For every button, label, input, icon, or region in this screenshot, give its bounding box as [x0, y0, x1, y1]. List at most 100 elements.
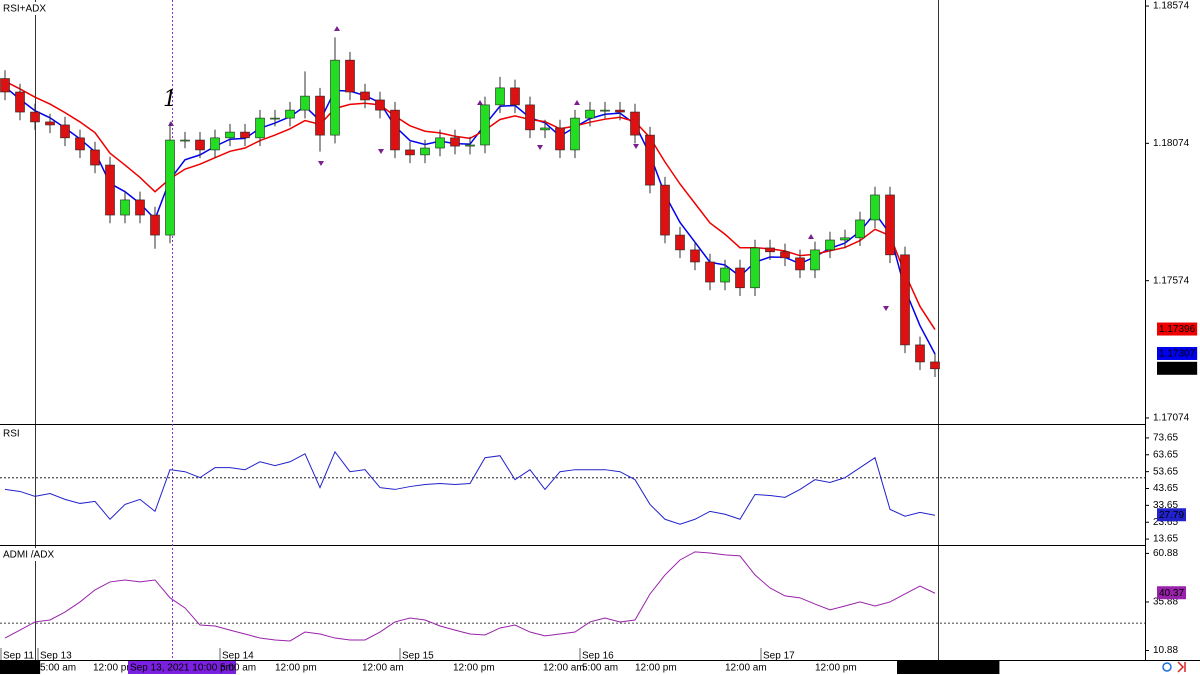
candle-body	[525, 104, 535, 131]
candle-body	[180, 139, 190, 142]
candle-body	[615, 109, 625, 113]
candle-body	[885, 194, 895, 256]
candle-body	[75, 137, 85, 151]
panel-title: RSI	[3, 429, 20, 440]
date-label: Sep 13	[40, 651, 72, 662]
signal-arrows	[168, 26, 889, 311]
y-tick-label: 13.65	[1153, 534, 1178, 545]
time-label-highlight: 4:00 am	[2, 663, 38, 674]
up-arrow	[334, 26, 340, 31]
candle-body	[720, 267, 730, 283]
up-arrow	[574, 100, 580, 105]
candle-body	[45, 121, 55, 126]
candle-body	[120, 199, 130, 216]
scroll-end-icon[interactable]	[1177, 661, 1186, 673]
candle-body	[690, 249, 700, 263]
candle-body	[495, 87, 505, 106]
candle-body	[150, 214, 160, 236]
candle-body	[30, 111, 40, 123]
time-label: 12:00 pm	[93, 663, 135, 674]
y-tick-label: 1.17574	[1153, 275, 1190, 286]
plot	[0, 37, 940, 378]
y-tick-label: 35.88	[1153, 597, 1178, 608]
candle-body	[780, 251, 790, 259]
bottom-icons[interactable]	[1162, 661, 1186, 673]
candle-body	[240, 131, 250, 139]
candle-body	[585, 109, 595, 119]
candle-body	[765, 247, 775, 253]
y-tick-label: 53.65	[1153, 466, 1178, 477]
candle-body	[795, 257, 805, 271]
candle-body	[915, 344, 925, 363]
candle-body	[900, 254, 910, 346]
down-arrow	[537, 145, 543, 150]
time-label: 5:00 am	[220, 663, 256, 674]
indicator-last-value-bg	[1157, 508, 1187, 522]
last-price-bg	[1157, 361, 1198, 375]
candle-body	[930, 361, 940, 370]
candle-body	[300, 95, 310, 111]
candle-body	[225, 131, 235, 139]
date-label: Sep 14	[222, 651, 254, 662]
panel-title-bg	[1, 548, 57, 561]
y-tick-label: 1.18074	[1153, 138, 1190, 149]
y-tick-label: 33.65	[1153, 500, 1178, 511]
candle-body	[705, 261, 715, 283]
y-tick-label: 63.65	[1153, 449, 1178, 460]
overlay-last-value-bg	[1157, 346, 1198, 360]
time-label: 12:00 pm	[275, 663, 317, 674]
y-tick-label: 73.65	[1153, 433, 1178, 444]
time-label-highlight-bg	[897, 661, 1000, 674]
up-arrow	[808, 234, 814, 239]
candle-body	[540, 127, 550, 131]
candle-body	[675, 234, 685, 251]
panel-title: RSI+ADX	[3, 4, 46, 15]
time-label: 12:00 am	[725, 663, 767, 674]
link-icon[interactable]	[1162, 662, 1172, 672]
indicator-last-value: 27.79	[1159, 510, 1184, 521]
candle-body	[105, 164, 115, 216]
overlay-last-value: 1.17396	[1159, 324, 1196, 335]
candle-body	[90, 149, 100, 166]
candle-body	[270, 117, 280, 120]
panel-title-bg	[1, 2, 49, 15]
candle-body	[600, 109, 610, 112]
time-label: 5:00 am	[40, 663, 76, 674]
candle-body	[60, 124, 70, 139]
candle-body	[855, 219, 865, 239]
candle-body	[870, 194, 880, 221]
date-label: Sep 11	[3, 651, 34, 662]
candle-body	[345, 59, 355, 93]
time-label-highlight: Sep 18, 2021 4:00 am	[899, 663, 997, 674]
y-tick-label: 1.17074	[1153, 413, 1190, 424]
candle-body	[750, 247, 760, 289]
time-label-highlight-bg	[128, 661, 236, 674]
candle-body	[435, 137, 445, 149]
candle-body	[255, 117, 265, 139]
candle-body	[450, 137, 460, 147]
annotation: 1	[163, 87, 177, 112]
candle-body	[810, 249, 820, 271]
candle-body	[570, 117, 580, 151]
indicator-line	[4, 450, 936, 525]
candle-body	[210, 137, 220, 151]
overlay-last-value: 1.17307	[1159, 349, 1196, 360]
y-tick-label: 23.65	[1153, 517, 1178, 528]
time-label: 12:00 pm	[453, 663, 495, 674]
candle-body	[420, 147, 430, 156]
indicator-last-value-bg	[1157, 586, 1187, 600]
candle-body	[165, 139, 175, 236]
candle-body	[360, 91, 370, 101]
indicator-line	[4, 551, 936, 642]
date-label: Sep 17	[763, 651, 795, 662]
candle-body	[135, 199, 145, 216]
candle-body	[825, 239, 835, 251]
time-label-highlight: Sep 13, 2021 10:00 pm	[130, 663, 234, 674]
y-tick-label: 1.18574	[1153, 1, 1190, 12]
y-tick-label: 60.88	[1153, 548, 1178, 559]
candle-body	[660, 184, 670, 236]
candle-body	[330, 59, 340, 136]
indicator-last-value: 40.37	[1159, 588, 1184, 599]
candle-body	[555, 127, 565, 151]
